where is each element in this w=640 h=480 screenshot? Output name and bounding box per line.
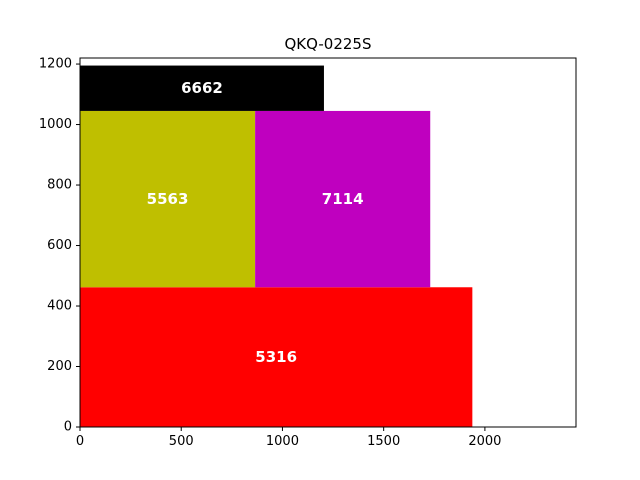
y-tick-label: 200: [47, 359, 72, 374]
treemap-rect-6662: [80, 65, 324, 111]
x-tick-label: 2000: [468, 434, 501, 449]
treemap-rect-label: 7114: [322, 190, 364, 208]
y-tick-label: 600: [47, 238, 72, 253]
treemap-rect-label: 5563: [147, 190, 189, 208]
y-tick-label: 400: [47, 299, 72, 314]
chart-title: QKQ-0225S: [285, 35, 372, 53]
treemap-rect-7114: [255, 110, 431, 288]
treemap-rect-label: 6662: [181, 79, 223, 97]
x-tick-label: 1500: [367, 434, 400, 449]
rect-layer: 5316 5563 7114 6662: [80, 65, 473, 427]
x-tick-label: 500: [169, 434, 194, 449]
y-tick-label: 800: [47, 178, 72, 193]
axis-layer: 0 500 1000 1500 2000 0 200 400 600 800 1000 1200: [39, 57, 502, 449]
y-tick-label: 1200: [39, 57, 72, 72]
x-tick-label: 0: [76, 434, 84, 449]
treemap-rect-5316: [80, 287, 473, 427]
x-tick-label: 1000: [266, 434, 299, 449]
treemap-rect-5563: [80, 110, 256, 288]
treemap-rect-label: 5316: [255, 348, 297, 366]
y-tick-label: 0: [64, 420, 72, 435]
y-tick-label: 1000: [39, 117, 72, 132]
plot-area-frame: [79, 57, 577, 428]
